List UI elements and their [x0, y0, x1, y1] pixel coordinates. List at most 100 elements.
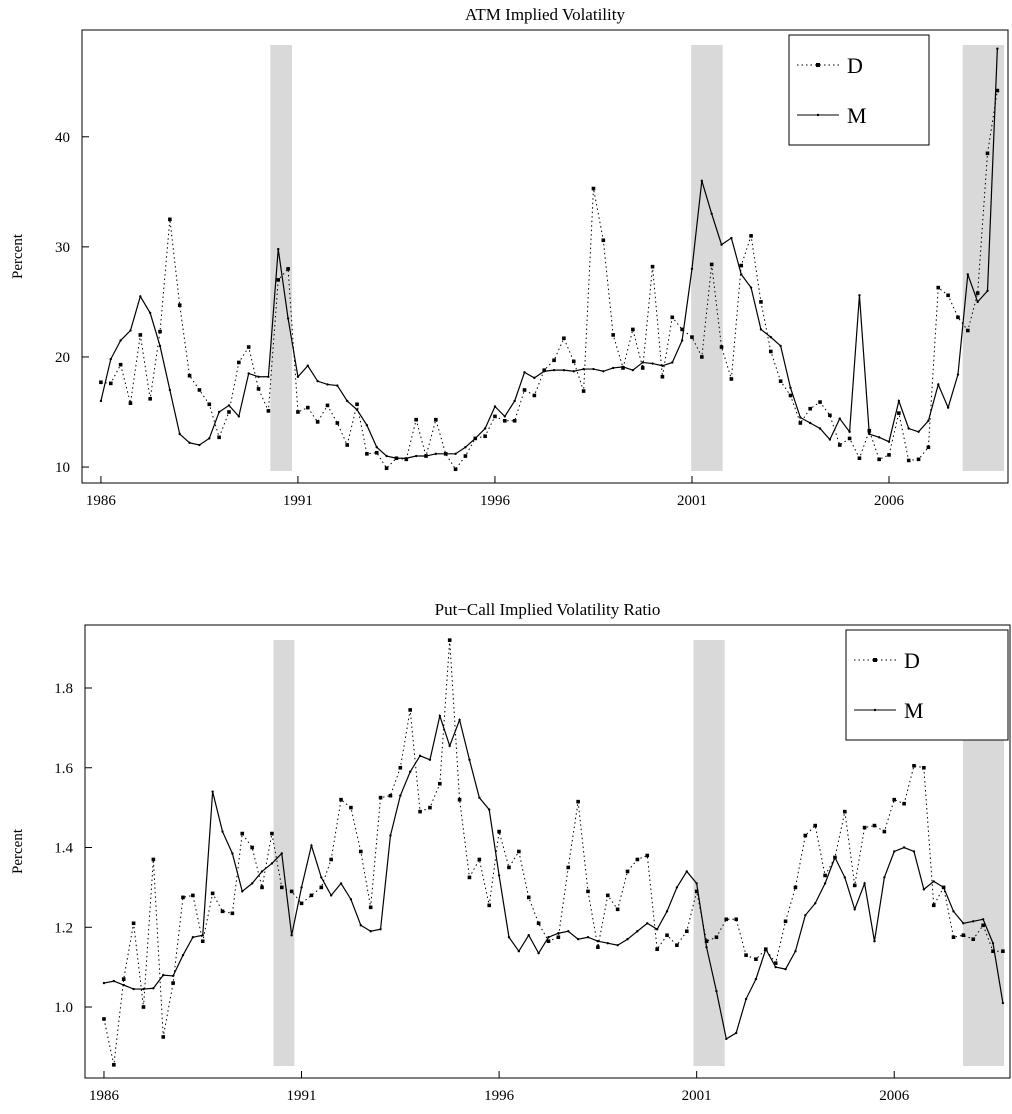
data-point [345, 443, 349, 447]
data-point [276, 278, 281, 282]
data-point [305, 405, 310, 410]
data-point [217, 410, 221, 414]
data-point [848, 430, 851, 434]
x-tick-label: 1996 [480, 493, 511, 509]
data-point [877, 457, 881, 462]
data-point [418, 809, 422, 814]
data-point [808, 406, 812, 411]
data-point [543, 370, 546, 373]
data-point [730, 236, 733, 240]
data-point [680, 327, 684, 332]
data-point [208, 437, 211, 440]
data-point [868, 432, 871, 436]
data-point [389, 834, 392, 837]
data-point [710, 212, 713, 216]
data-point [769, 335, 772, 339]
data-point [336, 384, 339, 387]
data-point [296, 375, 300, 378]
data-point [961, 933, 966, 938]
chart-title: ATM Implied Volatility [465, 5, 625, 24]
data-point [572, 370, 575, 373]
data-point [309, 893, 314, 898]
data-point [611, 333, 615, 337]
data-point [985, 151, 990, 156]
data-point [201, 934, 204, 937]
data-point [640, 366, 645, 370]
data-point [280, 852, 283, 855]
data-point [270, 862, 274, 865]
data-point [181, 895, 185, 900]
data-point [326, 383, 329, 386]
panel: Put−Call Implied Volatility Ratio Percent… [10, 600, 1011, 1104]
data-point [141, 1005, 146, 1009]
plot-frame [84, 624, 1011, 1079]
data-point [547, 936, 550, 939]
data-point [349, 898, 353, 901]
plot-frame [81, 29, 1009, 484]
data-point [552, 368, 556, 372]
data-point [576, 938, 580, 941]
data-point [375, 446, 378, 449]
x-tick-label: 2006 [874, 493, 905, 509]
data-point [188, 441, 191, 445]
data-point [368, 905, 373, 910]
data-point [582, 367, 585, 371]
data-point [768, 349, 773, 354]
data-point [220, 909, 225, 914]
data-point [907, 427, 910, 430]
data-point [552, 358, 556, 363]
data-point [139, 295, 142, 298]
data-point [454, 452, 457, 456]
legend-box [845, 629, 1009, 741]
data-point [981, 923, 985, 928]
data-point [112, 1063, 116, 1067]
y-tick-label: 10 [55, 460, 70, 476]
data-point [286, 317, 290, 320]
data-point [927, 419, 930, 423]
data-point [408, 770, 412, 773]
data-point [843, 876, 847, 879]
data-point [207, 402, 212, 407]
data-point [517, 849, 521, 854]
data-point [684, 929, 689, 934]
data-point [158, 329, 162, 334]
data-point [395, 457, 398, 460]
data-point [507, 865, 511, 870]
data-point [887, 453, 891, 457]
data-point [754, 977, 758, 981]
data-point [132, 987, 135, 991]
data-point [922, 765, 926, 770]
data-point [478, 796, 481, 799]
data-point [749, 286, 753, 289]
data-point [971, 937, 976, 942]
data-point [931, 903, 936, 908]
data-point [847, 436, 852, 441]
data-point [793, 885, 798, 890]
data-point [601, 238, 606, 243]
data-point [719, 345, 724, 349]
data-point [635, 857, 640, 862]
data-point [695, 882, 698, 885]
data-point [526, 895, 531, 900]
data-point [142, 987, 145, 991]
data-point [976, 300, 979, 304]
data-point [946, 406, 950, 409]
data-point [162, 973, 165, 977]
data-point [843, 809, 847, 814]
data-point [705, 946, 708, 949]
data-point [912, 763, 916, 768]
data-point [463, 454, 468, 458]
data-point [161, 1035, 166, 1039]
data-point [764, 947, 768, 951]
data-point [148, 396, 152, 401]
data-point [675, 886, 679, 889]
data-point [112, 979, 116, 983]
data-point [902, 846, 906, 849]
data-point [171, 974, 175, 978]
data-point [602, 370, 605, 373]
data-point [729, 377, 734, 381]
data-point [917, 430, 920, 434]
data-point [359, 924, 363, 927]
data-point [991, 942, 995, 945]
data-point [1001, 1001, 1005, 1005]
